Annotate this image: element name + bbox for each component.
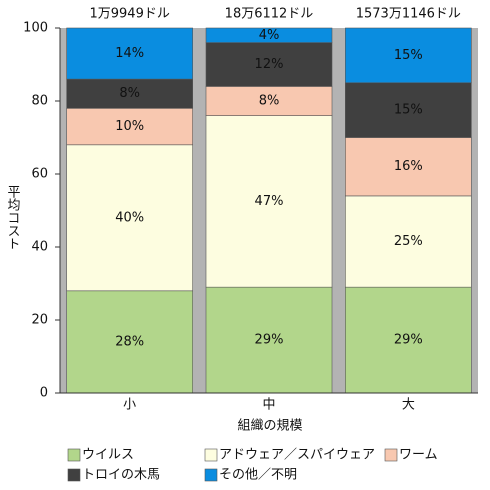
legend-label: その他／不明 bbox=[219, 468, 297, 483]
value-label: 16% bbox=[394, 159, 423, 174]
legend-swatch bbox=[67, 448, 81, 462]
legend-label: アドウェア／スパイウェア bbox=[219, 448, 375, 463]
x-tick-label: 中 bbox=[262, 398, 275, 413]
y-tick-label: 100 bbox=[23, 21, 48, 36]
bar-segment bbox=[345, 27, 472, 84]
y-axis-title: 平均コスト bbox=[5, 185, 21, 250]
value-label: 29% bbox=[255, 333, 284, 348]
legend-label: ワーム bbox=[399, 448, 438, 463]
value-label: 10% bbox=[115, 119, 144, 134]
bar-top-label: 1573万1146ドル bbox=[356, 7, 461, 22]
y-tick-label: 60 bbox=[31, 167, 48, 182]
bar-segment bbox=[345, 286, 472, 394]
bar-top-label: 1万9949ドル bbox=[89, 7, 169, 22]
legend-label: ウイルス bbox=[82, 448, 134, 463]
bar-segment bbox=[66, 290, 193, 394]
bar-segment bbox=[205, 115, 333, 288]
legend-swatch bbox=[204, 468, 218, 482]
value-label: 15% bbox=[394, 48, 423, 63]
y-tick-label: 0 bbox=[40, 386, 48, 401]
x-tick-label: 大 bbox=[402, 398, 415, 413]
bar-segment bbox=[66, 27, 193, 80]
legend-label: トロイの木馬 bbox=[82, 468, 160, 483]
value-label: 29% bbox=[394, 333, 423, 348]
value-label: 14% bbox=[115, 46, 144, 61]
bar-segment bbox=[345, 195, 472, 288]
y-tick-label: 20 bbox=[31, 313, 48, 328]
value-label: 40% bbox=[115, 210, 144, 225]
value-label: 8% bbox=[259, 94, 280, 109]
bar-segment bbox=[205, 86, 333, 116]
bar-segment bbox=[66, 144, 193, 292]
value-label: 47% bbox=[255, 194, 284, 209]
value-label: 28% bbox=[115, 334, 144, 349]
y-tick-label: 80 bbox=[31, 94, 48, 109]
value-label: 25% bbox=[394, 234, 423, 249]
value-label: 4% bbox=[259, 28, 280, 43]
legend-swatch bbox=[204, 448, 218, 462]
bar-top-label: 18万6112ドル bbox=[225, 7, 314, 22]
legend-swatch bbox=[384, 448, 398, 462]
value-label: 8% bbox=[119, 86, 140, 101]
legend-swatch bbox=[67, 468, 81, 482]
x-axis-title: 組織の規模 bbox=[237, 419, 302, 434]
bar-segment bbox=[205, 27, 333, 43]
bar-segment bbox=[345, 137, 472, 197]
value-label: 12% bbox=[255, 57, 284, 72]
value-label: 15% bbox=[394, 103, 423, 118]
bar-segment bbox=[345, 82, 472, 138]
x-tick-label: 小 bbox=[123, 398, 136, 413]
y-tick-label: 40 bbox=[31, 240, 48, 255]
